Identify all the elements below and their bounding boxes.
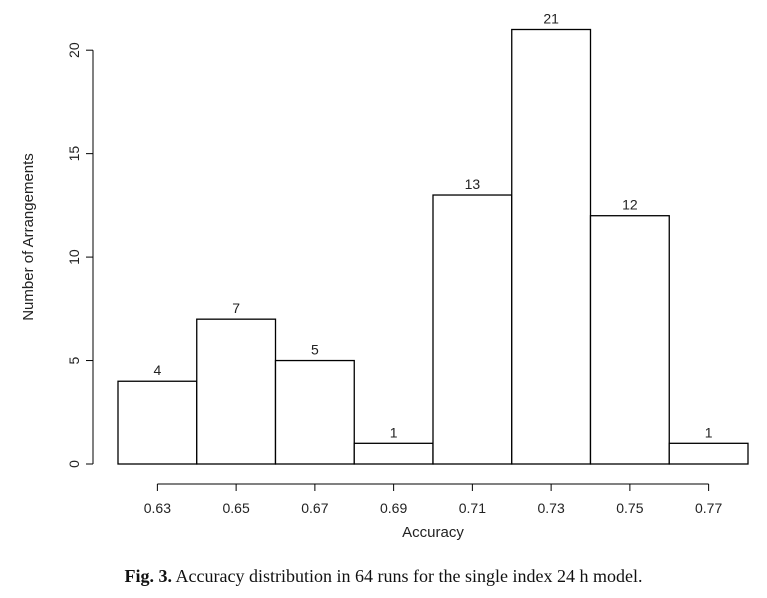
figure-caption: Fig. 3. Accuracy distribution in 64 runs… [0, 566, 767, 587]
y-tick-label: 20 [66, 42, 82, 58]
x-tick-label: 0.63 [144, 500, 171, 516]
histogram-bar [117, 380, 198, 465]
x-tick-label: 0.73 [538, 500, 565, 516]
y-tick-label: 15 [66, 146, 82, 162]
histogram-bar [511, 28, 592, 465]
bar-value-label: 4 [153, 362, 161, 378]
x-tick-label: 0.65 [223, 500, 250, 516]
x-tick-label: 0.67 [301, 500, 328, 516]
y-tick-label: 0 [66, 460, 82, 468]
bar-value-label: 13 [465, 176, 481, 192]
bar-value-label: 7 [232, 300, 240, 316]
x-tick-label: 0.71 [459, 500, 486, 516]
histogram-bar [589, 215, 670, 465]
histogram-bar [432, 194, 513, 465]
x-tick-label: 0.75 [616, 500, 643, 516]
y-tick-label: 5 [66, 356, 82, 364]
histogram-bar [353, 442, 434, 465]
histogram-bar [196, 318, 277, 465]
caption-label: Fig. 3. [124, 566, 173, 586]
bar-value-label: 1 [390, 424, 398, 440]
histogram-chart: 4 7 5 1 13 21 12 1 0.63 0.65 0.67 0.69 0.71 0.73 0.75… [20, 11, 749, 541]
y-tick-label: 10 [66, 249, 82, 265]
x-tick-label: 0.69 [380, 500, 407, 516]
bar-value-label: 12 [622, 197, 638, 213]
bar-value-label: 21 [543, 11, 559, 27]
x-axis: 0.63 0.65 0.67 0.69 0.71 0.73 0.75 0.77 [144, 483, 722, 516]
histogram-bar [668, 442, 749, 465]
x-tick-label: 0.77 [695, 500, 722, 516]
bar-value-label: 1 [705, 424, 713, 440]
bar-labels-group: 4 7 5 1 13 21 12 1 [153, 11, 712, 441]
y-axis: 0 5 10 15 20 [66, 42, 94, 468]
x-axis-title: Accuracy [402, 524, 464, 541]
histogram-bar [274, 359, 355, 465]
caption-text: Accuracy distribution in 64 runs for the… [175, 566, 643, 586]
bar-value-label: 5 [311, 342, 319, 358]
bars-group [117, 28, 749, 465]
y-axis-title: Number of Arrangements [20, 153, 37, 321]
